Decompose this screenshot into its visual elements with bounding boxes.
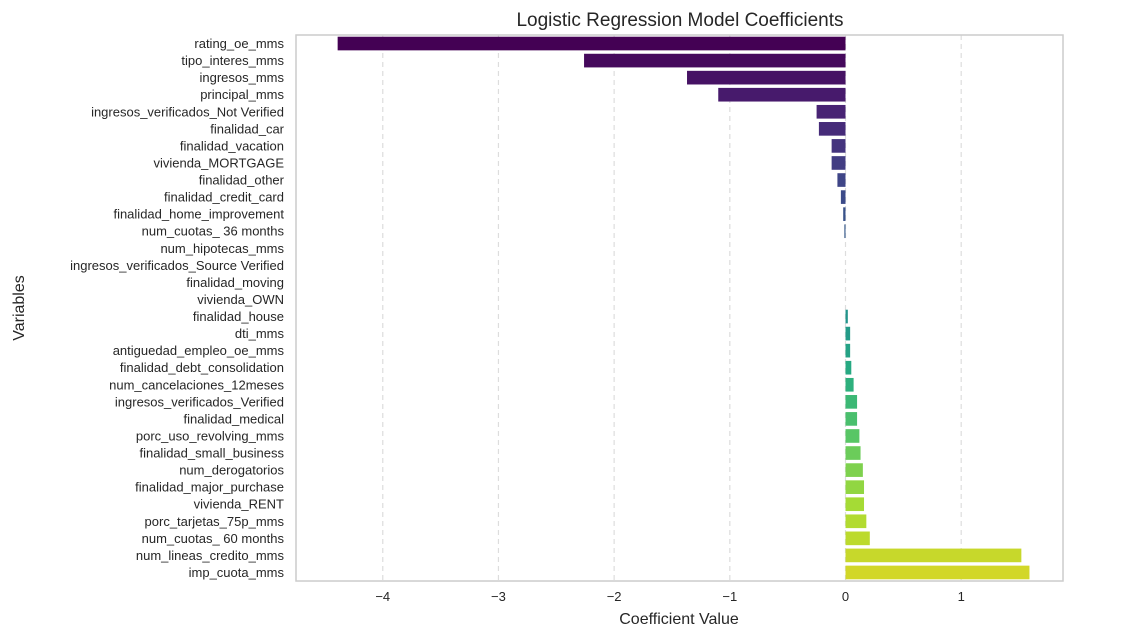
bar-ingresos-verificados-verified xyxy=(845,395,858,409)
y-tick-label: principal_mms xyxy=(200,87,284,102)
bar-num-cancelaciones-12meses xyxy=(845,377,854,392)
bar-num-lineas-credito-mms xyxy=(845,548,1022,563)
y-tick-label: num_hipotecas_mms xyxy=(160,241,284,256)
x-axis-label: Coefficient Value xyxy=(619,611,739,628)
bar-ingresos-verificados-not-verified xyxy=(816,104,846,119)
x-tick-label: 0 xyxy=(842,589,849,604)
bar-num-cuotas-36-months xyxy=(844,224,846,239)
y-tick-label: finalidad_car xyxy=(210,121,284,136)
bar-finalidad-debt-consolidation xyxy=(845,360,852,375)
x-tick-label: −4 xyxy=(375,589,390,604)
x-tick-label: −1 xyxy=(722,589,737,604)
y-tick-label: finalidad_other xyxy=(199,173,285,188)
bar-finalidad-vacation xyxy=(831,139,846,153)
y-tick-label: ingresos_verificados_Verified xyxy=(115,394,284,409)
bar-num-derogatorios xyxy=(845,463,863,477)
bar-ingresos-mms xyxy=(687,70,846,85)
x-tick-labels: −4 −3 −2 −1 0 1 xyxy=(375,589,964,604)
y-tick-label: finalidad_moving xyxy=(186,275,284,290)
bar-layer xyxy=(337,36,1030,580)
bar-finalidad-credit-card xyxy=(840,190,846,204)
y-axis-label: Variables xyxy=(11,275,28,341)
bar-porc-tarjetas-75p-mms xyxy=(845,514,867,529)
x-tick-label: −2 xyxy=(607,589,622,604)
bar-finalidad-home-improvement xyxy=(843,207,846,221)
y-tick-label: finalidad_vacation xyxy=(180,138,284,153)
y-tick-label: num_derogatorios xyxy=(179,463,284,478)
y-tick-label: porc_uso_revolving_mms xyxy=(136,428,285,443)
y-tick-label: vivienda_OWN xyxy=(197,292,284,307)
y-tick-label: num_lineas_credito_mms xyxy=(136,548,285,563)
bar-finalidad-major-purchase xyxy=(845,480,865,494)
x-tick-label: 1 xyxy=(958,589,965,604)
y-tick-label: ingresos_verificados_Source Verified xyxy=(70,258,284,273)
y-tick-label: tipo_interes_mms xyxy=(181,53,284,68)
bar-porc-uso-revolving-mms xyxy=(845,429,860,443)
y-tick-label: imp_cuota_mms xyxy=(189,565,285,580)
y-tick-label: finalidad_home_improvement xyxy=(113,207,284,222)
bar-principal-mms xyxy=(718,87,846,102)
bar-num-cuotas-60-months xyxy=(845,531,870,546)
y-tick-label: ingresos_verificados_Not Verified xyxy=(91,104,284,119)
y-tick-label: vivienda_RENT xyxy=(194,497,284,512)
y-tick-label: num_cancelaciones_12meses xyxy=(109,377,284,392)
y-tick-label: dti_mms xyxy=(235,326,285,341)
y-tick-label: finalidad_house xyxy=(193,309,284,324)
y-tick-label: finalidad_medical xyxy=(184,411,285,426)
y-tick-label: ingresos_mms xyxy=(199,70,284,85)
y-tick-label: finalidad_major_purchase xyxy=(135,480,284,495)
y-tick-label: num_cuotas_ 60 months xyxy=(142,531,285,546)
bar-antiguedad-empleo-oe-mms xyxy=(845,343,851,358)
y-tick-label: porc_tarjetas_75p_mms xyxy=(145,514,285,529)
bar-vivienda-rent xyxy=(845,497,865,512)
y-tick-label: vivienda_MORTGAGE xyxy=(153,155,284,170)
y-tick-label: finalidad_debt_consolidation xyxy=(120,360,284,375)
bar-vivienda-mortgage xyxy=(831,156,846,170)
bar-finalidad-other xyxy=(837,173,846,187)
bar-imp-cuota-mms xyxy=(845,565,1030,580)
bar-rating-oe-mms xyxy=(337,36,846,51)
y-tick-labels: rating_oe_mms tipo_interes_mms ingresos_mm… xyxy=(70,36,285,580)
y-tick-label: rating_oe_mms xyxy=(194,36,284,51)
y-tick-label: finalidad_small_business xyxy=(139,446,284,461)
chart-title: Logistic Regression Model Coefficients xyxy=(516,10,843,31)
bar-finalidad-house xyxy=(845,309,848,324)
x-tick-label: −3 xyxy=(491,589,506,604)
grid-layer xyxy=(382,35,962,581)
bar-finalidad-car xyxy=(818,122,846,136)
bar-tipo-interes-mms xyxy=(584,53,846,68)
y-tick-label: num_cuotas_ 36 months xyxy=(142,224,285,239)
plot-frame xyxy=(295,34,1064,582)
bar-finalidad-medical xyxy=(845,412,858,426)
bar-finalidad-small-business xyxy=(845,446,861,460)
y-tick-label: finalidad_credit_card xyxy=(164,190,284,205)
bar-dti-mms xyxy=(845,326,851,341)
y-tick-label: antiguedad_empleo_oe_mms xyxy=(113,343,285,358)
